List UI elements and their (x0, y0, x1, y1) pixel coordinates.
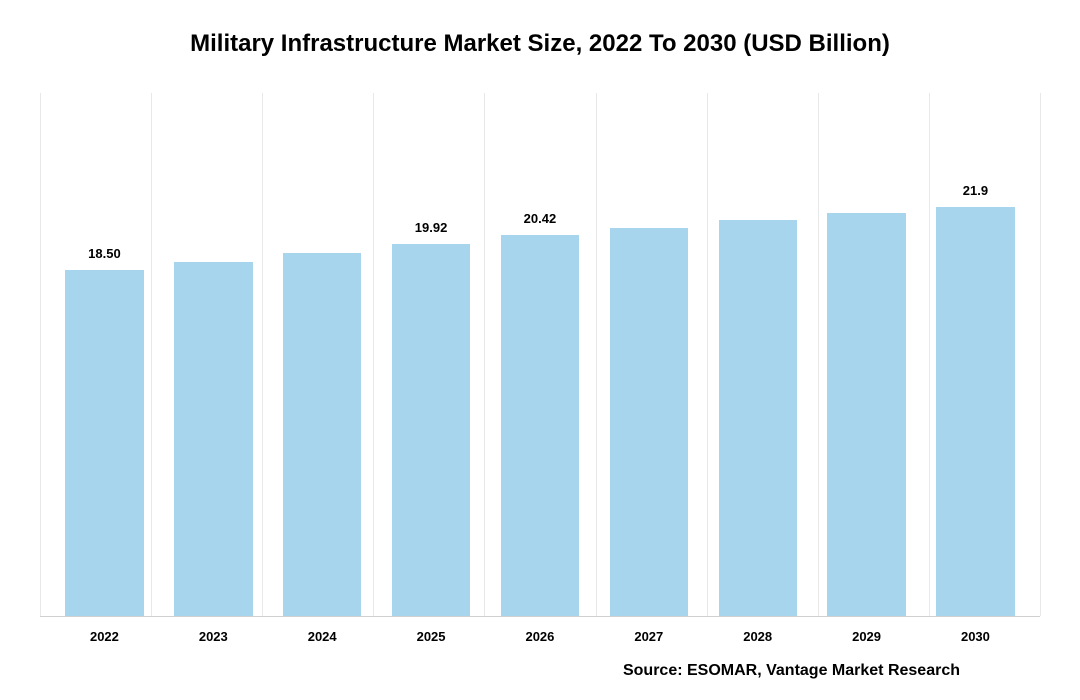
grid-line (40, 93, 41, 616)
grid-line (1040, 93, 1041, 616)
bar (392, 244, 470, 616)
bar (501, 235, 579, 616)
bar-value-label: 19.92 (415, 220, 448, 236)
bar-value-label: 20.42 (524, 211, 557, 227)
bar-group: 19.92 (377, 93, 486, 616)
bar-value-label: 21.9 (963, 183, 988, 199)
bar-group: 21.9 (921, 93, 1030, 616)
chart-container: Military Infrastructure Market Size, 202… (0, 0, 1080, 700)
bar (65, 270, 143, 616)
bar (719, 220, 797, 616)
x-tick-label: 2029 (812, 629, 921, 644)
bar-group: 20.42 (486, 93, 595, 616)
plot-area: 18.50 19.92 20.42 21.9 (40, 93, 1040, 617)
bar (936, 207, 1014, 616)
bar-group (268, 93, 377, 616)
bar-value-label: 18.50 (88, 246, 121, 262)
x-tick-label: 2025 (377, 629, 486, 644)
x-tick-label: 2028 (703, 629, 812, 644)
source-text: Source: ESOMAR, Vantage Market Research (40, 662, 1040, 680)
x-axis: 202220232024202520262027202820292030 (40, 617, 1040, 644)
bar-group (594, 93, 703, 616)
x-tick-label: 2026 (486, 629, 595, 644)
x-tick-label: 2023 (159, 629, 268, 644)
chart-title: Military Infrastructure Market Size, 202… (40, 30, 1040, 58)
bar-group (812, 93, 921, 616)
bar (283, 253, 361, 616)
bar-group (703, 93, 812, 616)
x-tick-label: 2024 (268, 629, 377, 644)
bar-group (159, 93, 268, 616)
x-tick-label: 2030 (921, 629, 1030, 644)
bar (174, 262, 252, 616)
x-tick-label: 2022 (50, 629, 159, 644)
bar-group: 18.50 (50, 93, 159, 616)
x-tick-label: 2027 (594, 629, 703, 644)
bar (610, 228, 688, 617)
bar (827, 213, 905, 616)
